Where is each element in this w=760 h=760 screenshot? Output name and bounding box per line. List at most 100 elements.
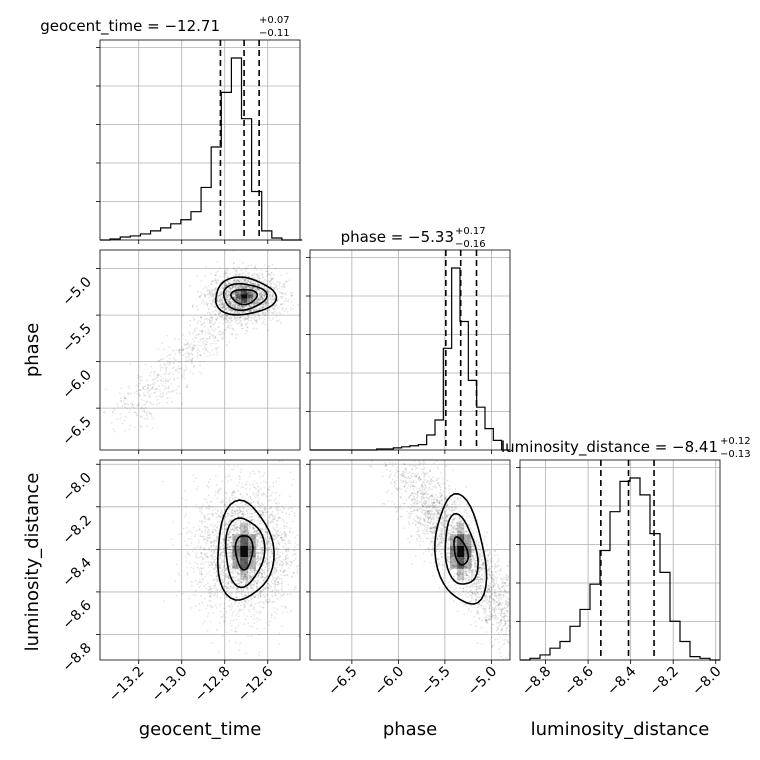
sample-point (247, 293, 249, 295)
sample-point (226, 296, 229, 298)
sample-point (238, 475, 241, 478)
sample-point (189, 347, 192, 350)
sample-point (213, 293, 216, 296)
sample-point (262, 514, 265, 517)
sample-point (248, 579, 251, 582)
sample-point (242, 272, 245, 275)
sample-point (223, 309, 225, 312)
sample-point (231, 551, 234, 553)
sample-point (230, 536, 233, 538)
sample-point (193, 347, 196, 349)
sample-point (250, 550, 253, 553)
sample-point (261, 285, 264, 287)
sample-point (208, 589, 210, 591)
sample-point (221, 304, 224, 306)
sample-point (210, 550, 213, 553)
sample-point (164, 382, 167, 384)
sample-point (240, 311, 243, 314)
sample-point (261, 568, 263, 571)
sample-point (220, 516, 222, 518)
sample-point (281, 460, 284, 462)
sample-point (290, 294, 293, 297)
sample-point (229, 548, 231, 551)
sample-point (251, 294, 253, 296)
sample-point (229, 514, 232, 517)
sample-point (213, 337, 215, 340)
sample-point (248, 529, 250, 531)
sample-point (230, 300, 233, 303)
sample-point (230, 317, 233, 320)
sample-point (236, 506, 239, 509)
sample-point (297, 564, 299, 567)
sample-point (216, 348, 218, 350)
sample-point (257, 530, 259, 532)
sample-point (253, 531, 255, 534)
sample-point (258, 532, 260, 535)
sample-point (231, 280, 234, 283)
xlabel-geocent-time: geocent_time (139, 719, 262, 740)
sample-point (204, 556, 207, 559)
sample-point (242, 515, 245, 517)
sample-point (201, 340, 204, 343)
sample-point (230, 562, 233, 565)
sample-point (155, 396, 158, 398)
sample-point (240, 581, 243, 584)
sample-point (156, 372, 159, 375)
sample-point (185, 356, 188, 358)
sample-point (267, 521, 270, 524)
sample-point (143, 400, 145, 402)
sample-point (240, 604, 242, 607)
sample-point (240, 589, 243, 592)
sample-point (242, 284, 245, 287)
sample-point (258, 612, 261, 615)
sample-point (292, 307, 294, 310)
sample-point (232, 524, 235, 527)
sample-point (144, 363, 147, 366)
sample-point (251, 508, 254, 511)
sample-point (290, 561, 293, 563)
sample-point (281, 297, 284, 300)
sample-point (228, 291, 231, 293)
sample-point (236, 291, 239, 294)
sample-point (273, 566, 276, 569)
sample-point (251, 322, 254, 325)
sample-point (219, 333, 222, 336)
sample-point (212, 579, 215, 581)
sample-point (250, 297, 253, 299)
sample-point (234, 600, 237, 603)
sample-point (279, 517, 281, 519)
sample-point (238, 293, 241, 295)
sample-point (232, 524, 235, 527)
sample-point (281, 595, 284, 598)
sample-point (191, 550, 194, 553)
sample-point (192, 347, 195, 350)
sample-point (194, 535, 197, 537)
sample-point (261, 540, 264, 542)
sample-point (261, 553, 264, 556)
sample-point (233, 279, 236, 282)
sample-point (134, 411, 137, 413)
sample-point (225, 516, 227, 518)
sample-point (224, 282, 227, 284)
sample-point (233, 526, 235, 529)
sample-point (216, 521, 219, 524)
sample-point (241, 513, 244, 515)
sample-point (289, 527, 292, 530)
sample-point (215, 287, 217, 289)
sample-point (214, 279, 216, 282)
sample-point (244, 595, 247, 597)
sample-point (240, 304, 243, 307)
sample-point (264, 595, 267, 598)
panel-frame-h2 (519, 459, 721, 661)
sample-point (267, 549, 270, 552)
sample-point (269, 514, 271, 517)
sample-point (222, 306, 225, 309)
sample-point (267, 297, 269, 300)
sample-point (233, 510, 236, 513)
sample-point (229, 551, 232, 554)
sample-point (248, 298, 251, 301)
sample-point (237, 316, 239, 319)
sample-point (235, 297, 238, 300)
sample-point (260, 577, 263, 579)
sample-point (248, 294, 251, 297)
